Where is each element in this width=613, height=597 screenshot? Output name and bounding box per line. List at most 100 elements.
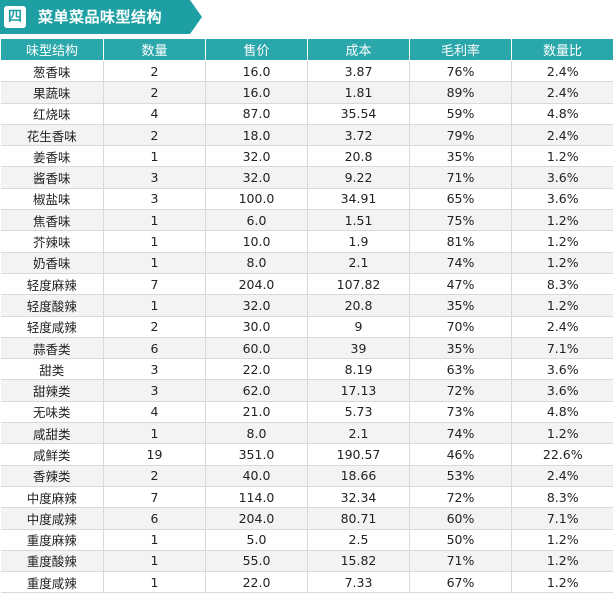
cell-count: 7 <box>103 273 206 296</box>
table-row: 椒盐味 3 100.0 34.91 65% 3.6% <box>0 188 613 211</box>
cell-cost: 190.57 <box>307 443 410 466</box>
cell-price: 30.0 <box>205 316 308 338</box>
cell-cost: 3.87 <box>307 60 410 83</box>
cell-gross-margin: 65% <box>409 188 512 211</box>
cell-gross-margin: 46% <box>409 443 512 466</box>
cell-gross-margin: 89% <box>409 81 512 104</box>
cell-price: 351.0 <box>205 443 308 466</box>
cell-count-ratio: 1.2% <box>511 252 613 274</box>
cell-count: 6 <box>103 507 206 530</box>
cell-gross-margin: 35% <box>409 145 512 168</box>
table-row: 重度咸辣 1 22.0 7.33 67% 1.2% <box>0 571 613 594</box>
cell-count-ratio: 3.6% <box>511 358 613 381</box>
cell-count-ratio: 4.8% <box>511 401 613 424</box>
table-body: 葱香味 2 16.0 3.87 76% 2.4% 果蔬味 2 16.0 1.81 89% 2.4% 红烧… <box>0 60 613 594</box>
cell-count: 1 <box>103 230 206 253</box>
cell-price: 40.0 <box>205 465 308 487</box>
table-row: 酱香味 3 32.0 9.22 71% 3.6% <box>0 166 613 189</box>
cell-count-ratio: 3.6% <box>511 166 613 189</box>
cell-cost: 8.19 <box>307 358 410 381</box>
cell-count-ratio: 1.2% <box>511 209 613 232</box>
table-header: 味型结构 数量 售价 成本 毛利率 数量比 <box>0 38 613 61</box>
cell-flavor: 蒜香类 <box>0 337 104 360</box>
cell-count-ratio: 1.2% <box>511 422 613 445</box>
cell-price: 22.0 <box>205 358 308 381</box>
cell-cost: 3.72 <box>307 124 410 147</box>
table-row: 咸甜类 1 8.0 2.1 74% 1.2% <box>0 422 613 445</box>
table-row: 奶香味 1 8.0 2.1 74% 1.2% <box>0 252 613 274</box>
cell-flavor: 甜类 <box>0 358 104 381</box>
header-gross-margin: 毛利率 <box>409 38 512 61</box>
cell-count-ratio: 8.3% <box>511 273 613 296</box>
cell-price: 204.0 <box>205 273 308 296</box>
cell-flavor: 甜辣类 <box>0 379 104 402</box>
cell-price: 204.0 <box>205 507 308 530</box>
banner-background <box>0 0 202 34</box>
cell-price: 100.0 <box>205 188 308 211</box>
section-title: 菜单菜品味型结构 <box>38 8 163 26</box>
flavor-structure-table: 味型结构 数量 售价 成本 毛利率 数量比 葱香味 2 16.0 3.87 76% 2.4… <box>0 38 613 594</box>
cell-gross-margin: 79% <box>409 124 512 147</box>
table-row: 中度麻辣 7 114.0 32.34 72% 8.3% <box>0 486 613 509</box>
cell-count: 4 <box>103 401 206 424</box>
cell-flavor: 花生香味 <box>0 124 104 147</box>
cell-flavor: 重度麻辣 <box>0 529 104 551</box>
cell-gross-margin: 74% <box>409 422 512 445</box>
cell-price: 16.0 <box>205 81 308 104</box>
cell-count-ratio: 3.6% <box>511 379 613 402</box>
table-row: 无味类 4 21.0 5.73 73% 4.8% <box>0 401 613 424</box>
cell-gross-margin: 47% <box>409 273 512 296</box>
cell-price: 16.0 <box>205 60 308 83</box>
cell-flavor: 重度咸辣 <box>0 571 104 594</box>
cell-price: 62.0 <box>205 379 308 402</box>
cell-count-ratio: 3.6% <box>511 188 613 211</box>
cell-count-ratio: 2.4% <box>511 124 613 147</box>
cell-count-ratio: 1.2% <box>511 550 613 573</box>
cell-price: 8.0 <box>205 252 308 274</box>
cell-flavor: 椒盐味 <box>0 188 104 211</box>
cell-count-ratio: 2.4% <box>511 81 613 104</box>
table-row: 芥辣味 1 10.0 1.9 81% 1.2% <box>0 230 613 253</box>
cell-flavor: 焦香味 <box>0 209 104 232</box>
table-row: 轻度咸辣 2 30.0 9 70% 2.4% <box>0 316 613 338</box>
cell-price: 10.0 <box>205 230 308 253</box>
cell-flavor: 酱香味 <box>0 166 104 189</box>
cell-price: 114.0 <box>205 486 308 509</box>
cell-gross-margin: 60% <box>409 507 512 530</box>
table-row: 姜香味 1 32.0 20.8 35% 1.2% <box>0 145 613 168</box>
cell-flavor: 芥辣味 <box>0 230 104 253</box>
cell-cost: 20.8 <box>307 294 410 317</box>
cell-cost: 39 <box>307 337 410 360</box>
cell-gross-margin: 74% <box>409 252 512 274</box>
cell-cost: 2.1 <box>307 252 410 274</box>
header-row: 味型结构 数量 售价 成本 毛利率 数量比 <box>0 38 613 61</box>
cell-count-ratio: 1.2% <box>511 230 613 253</box>
cell-count: 3 <box>103 379 206 402</box>
cell-price: 55.0 <box>205 550 308 573</box>
cell-count-ratio: 22.6% <box>511 443 613 466</box>
cell-cost: 5.73 <box>307 401 410 424</box>
table-row: 重度酸辣 1 55.0 15.82 71% 1.2% <box>0 550 613 573</box>
cell-price: 32.0 <box>205 166 308 189</box>
cell-cost: 32.34 <box>307 486 410 509</box>
table-row: 重度麻辣 1 5.0 2.5 50% 1.2% <box>0 529 613 551</box>
cell-cost: 1.9 <box>307 230 410 253</box>
section-number-badge: 四 <box>4 6 26 28</box>
cell-count-ratio: 7.1% <box>511 337 613 360</box>
cell-price: 18.0 <box>205 124 308 147</box>
cell-cost: 80.71 <box>307 507 410 530</box>
cell-cost: 20.8 <box>307 145 410 168</box>
cell-cost: 2.1 <box>307 422 410 445</box>
cell-cost: 107.82 <box>307 273 410 296</box>
cell-count-ratio: 8.3% <box>511 486 613 509</box>
cell-gross-margin: 59% <box>409 103 512 125</box>
cell-count: 7 <box>103 486 206 509</box>
cell-gross-margin: 75% <box>409 209 512 232</box>
cell-count-ratio: 1.2% <box>511 529 613 551</box>
cell-cost: 2.5 <box>307 529 410 551</box>
cell-price: 32.0 <box>205 145 308 168</box>
cell-price: 8.0 <box>205 422 308 445</box>
table-row: 香辣类 2 40.0 18.66 53% 2.4% <box>0 465 613 487</box>
cell-cost: 15.82 <box>307 550 410 573</box>
cell-count-ratio: 4.8% <box>511 103 613 125</box>
